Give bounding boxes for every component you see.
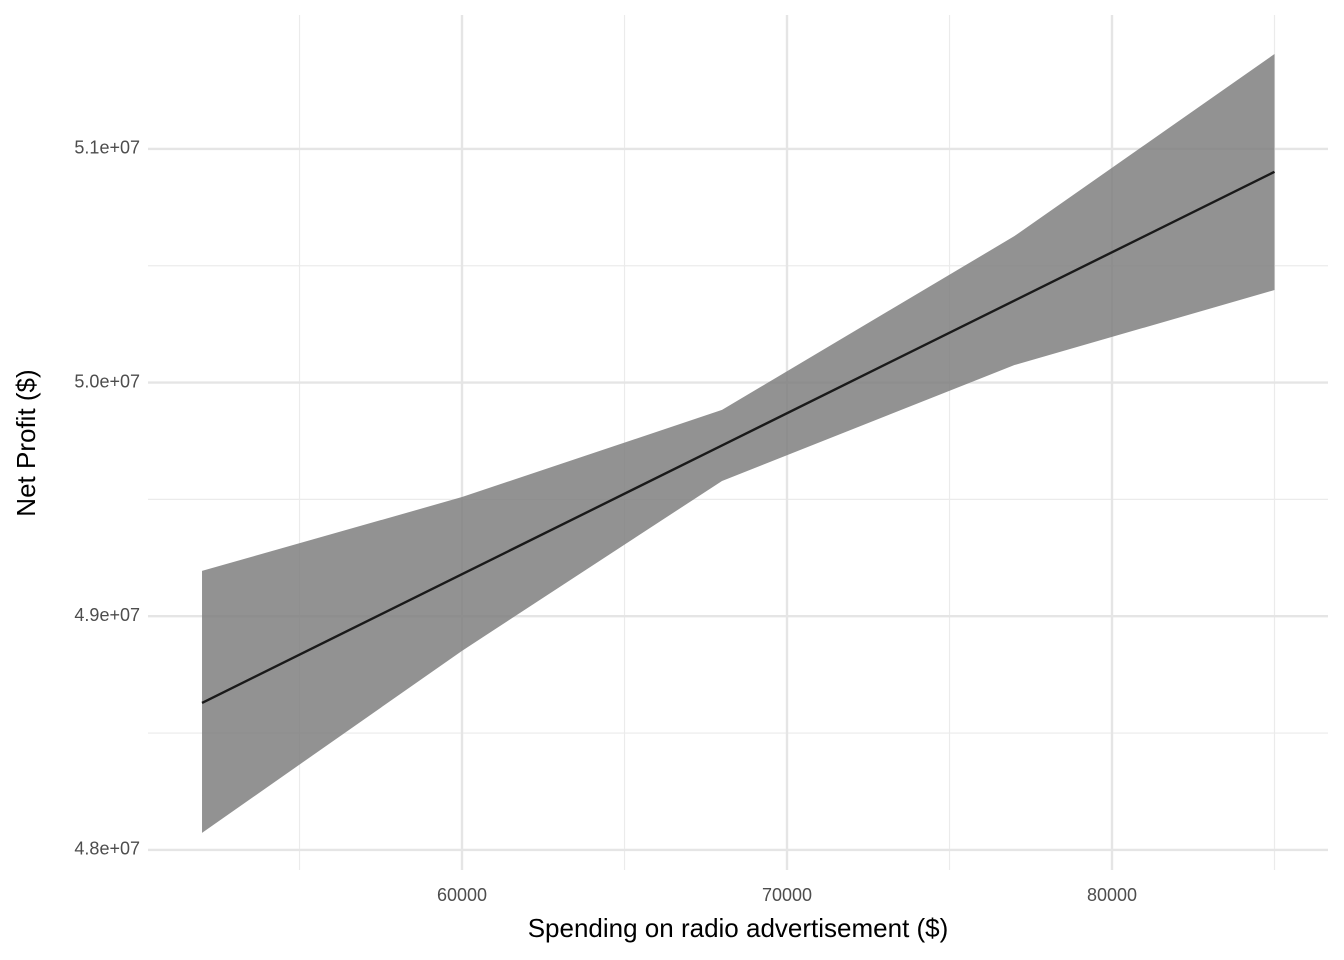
x-tick-label: 60000 <box>437 885 487 905</box>
y-tick-label: 5.1e+07 <box>74 138 140 158</box>
y-tick-label: 5.0e+07 <box>74 371 140 391</box>
x-axis-title: Spending on radio advertisement ($) <box>528 913 949 943</box>
fit-line <box>201 170 1276 705</box>
y-axis-title: Net Profit ($) <box>11 369 41 516</box>
confidence-band <box>202 54 1275 833</box>
y-tick-label: 4.8e+07 <box>74 839 140 859</box>
x-tick-label: 80000 <box>1087 885 1137 905</box>
x-tick-label: 70000 <box>762 885 812 905</box>
y-tick-label: 4.9e+07 <box>74 605 140 625</box>
